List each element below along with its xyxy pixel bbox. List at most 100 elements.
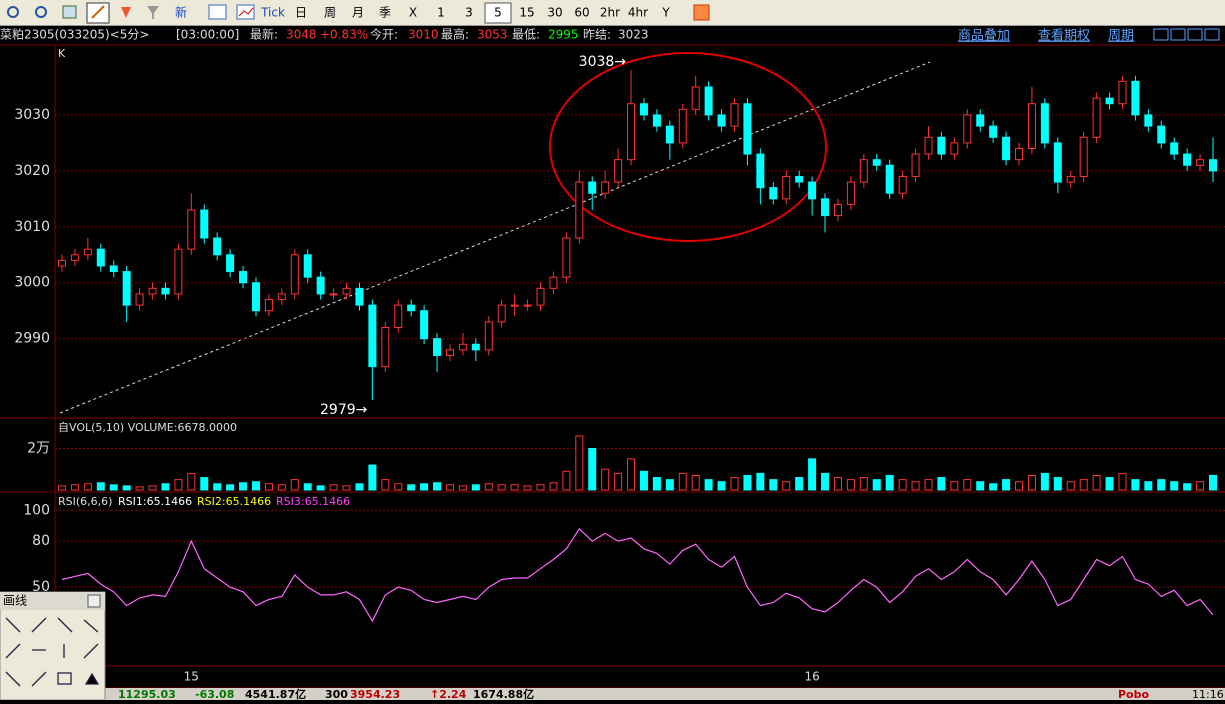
volume-bar: [433, 482, 442, 491]
palette-tools[interactable]: [5, 617, 100, 687]
x-tick-label: 16: [804, 670, 819, 684]
legend-entry: RSI2:65.1466: [197, 495, 271, 508]
candle-body: [652, 114, 661, 127]
volume-bar: [691, 474, 700, 491]
candle-body: [1092, 97, 1101, 138]
toolbar-button[interactable]: 日: [295, 6, 307, 20]
candle-body: [1105, 97, 1114, 105]
candle-body: [691, 86, 700, 110]
volume-bar: [239, 482, 248, 491]
candle-body: [627, 103, 636, 161]
toolbar-button[interactable]: 2hr: [600, 6, 620, 20]
volume-bar: [846, 479, 855, 491]
candle-body: [872, 159, 881, 166]
volume-bar: [549, 482, 558, 491]
volume-bar: [484, 483, 493, 491]
trend-line: [59, 61, 931, 414]
toolbar-button[interactable]: X: [409, 6, 417, 20]
candle-body: [342, 287, 351, 295]
volume-bar: [885, 474, 894, 491]
status-item: 11295.03: [118, 688, 176, 700]
toolbar-button-frame: [484, 2, 512, 24]
volume-bar: [963, 479, 972, 491]
candle-body: [70, 254, 79, 261]
volume-bar: [976, 481, 985, 491]
volume-bar: [394, 483, 403, 491]
volume-bar: [704, 479, 713, 491]
candle-body: [1131, 80, 1140, 116]
volume-bar: [717, 481, 726, 491]
info-value: 3053: [477, 28, 508, 42]
toolbar-button[interactable]: Tick: [260, 6, 285, 20]
candle-body: [756, 153, 765, 189]
candle-body: [368, 304, 377, 368]
palette-close[interactable]: [87, 594, 101, 608]
volume-bar: [562, 470, 571, 491]
link[interactable]: 查看期权: [1038, 28, 1090, 44]
candle-body: [846, 181, 855, 205]
volume-bar: [187, 472, 196, 491]
candle-body: [394, 304, 403, 328]
link[interactable]: 周期: [1108, 29, 1134, 44]
candle-body: [885, 164, 894, 194]
status-item: 4541.87亿: [245, 687, 306, 700]
window-buttons[interactable]: [1153, 28, 1220, 41]
volume-bar: [872, 479, 881, 491]
info-value: +0.83%: [320, 28, 368, 42]
volume-bar: [497, 484, 506, 491]
volume-bar: [200, 477, 209, 491]
candle-body: [924, 136, 933, 155]
candle-body: [355, 287, 364, 306]
toolbar-button[interactable]: 30: [547, 6, 562, 20]
candle-body: [484, 321, 493, 351]
volume-bar: [536, 484, 545, 491]
volume-bar: [769, 479, 778, 491]
toolbar-button[interactable]: 60: [574, 6, 589, 20]
candle-body: [1144, 114, 1153, 127]
volume-bar: [1040, 472, 1049, 491]
candle-body: [122, 271, 131, 306]
toolbar-button[interactable]: 5: [494, 6, 502, 20]
volume-bar: [213, 483, 222, 491]
volume-bar: [911, 481, 920, 491]
link[interactable]: 商品叠加: [958, 29, 1010, 44]
volume-bar: [782, 481, 791, 491]
status-item: 3954.23: [350, 688, 400, 700]
volume-bar: [83, 483, 92, 491]
candle-body: [743, 103, 752, 155]
volume-bar: [924, 479, 933, 491]
candle-body: [161, 287, 170, 295]
candle-body: [769, 187, 778, 200]
toolbar-button[interactable]: 3: [465, 6, 473, 20]
toolbar-button[interactable]: 4hr: [628, 6, 648, 20]
volume-bar: [122, 485, 131, 491]
info-label: 最低:: [512, 28, 540, 42]
info-label: 昨结:: [583, 28, 611, 42]
candle-body: [497, 304, 506, 323]
toolbar-button[interactable]: 季: [379, 6, 391, 20]
candle-body: [898, 175, 907, 194]
candle-body: [730, 103, 739, 127]
candle-body: [148, 287, 157, 295]
volume-bar: [989, 483, 998, 491]
candle-body: [277, 293, 286, 301]
volume-bar: [601, 468, 610, 491]
volume-bar: [342, 485, 351, 491]
toolbar-button[interactable]: 月: [352, 6, 364, 20]
palette-title: 画线: [3, 594, 27, 608]
candle-body: [445, 349, 454, 356]
volume-bar: [523, 485, 532, 491]
toolbar-button[interactable]: 1: [437, 6, 445, 20]
price-annotation: 3038→: [579, 54, 627, 70]
toolbar-button[interactable]: 周: [324, 6, 336, 20]
volume-bar: [1209, 474, 1217, 491]
y-tick-label: 100: [23, 502, 50, 518]
toolbar-button[interactable]: 新: [175, 5, 187, 20]
candle-body: [1170, 142, 1179, 155]
candle-body: [614, 159, 623, 183]
toolbar-button[interactable]: 15: [519, 6, 534, 20]
y-tick-label: 3000: [14, 275, 50, 291]
toolbar-button[interactable]: Y: [661, 6, 670, 20]
candle-body: [1183, 153, 1192, 166]
candle-body: [575, 181, 584, 239]
